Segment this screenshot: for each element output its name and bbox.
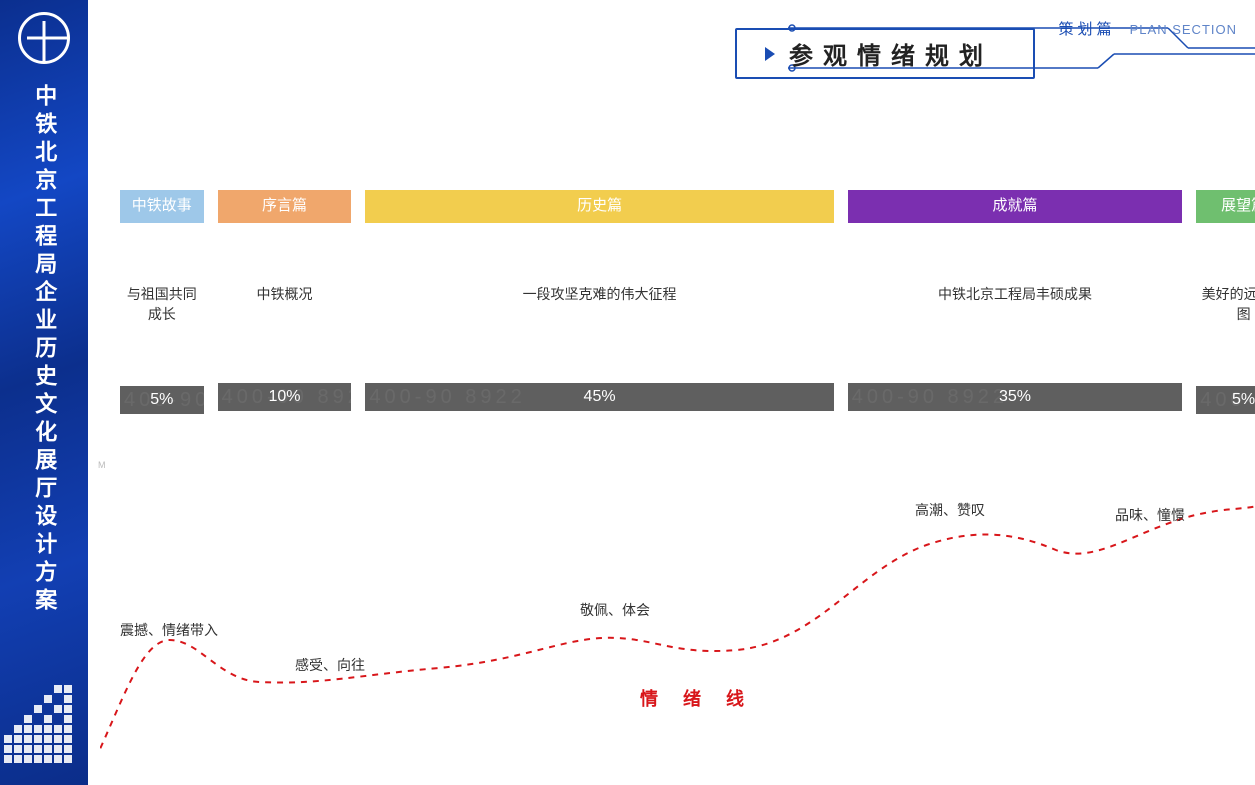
corner-cn: 策划篇 [1058,21,1115,38]
watermark-m: M [98,460,106,470]
percent-bar: 5% [120,386,204,414]
percent-value: 35% [999,388,1031,405]
section-column: 序言篇中铁概况 10% [218,190,352,414]
section-column: 展望篇美好的远景蓝图 5% [1196,190,1255,414]
section-column: 成就篇中铁北京工程局丰硕成果 35% [848,190,1183,414]
emotion-label: 震撼、情绪带入 [120,620,218,640]
section-subtitle: 中铁北京工程局丰硕成果 [938,285,1092,321]
section-column: 历史篇一段攻坚克难的伟大征程 45% [365,190,833,414]
section-subtitle: 与祖国共同成长 [127,285,197,324]
emotion-curve-path [100,505,1255,770]
emotion-label: 品味、憧憬 [1115,505,1185,525]
section-badge: 成就篇 [848,190,1183,223]
header-corner-label: 策划篇 PLAN SECTION [1058,18,1237,39]
sidebar-title: 中铁北京工程局企业历史文化展厅设计方案 [31,84,57,616]
creg-logo-icon [18,12,70,64]
emotion-label: 高潮、赞叹 [915,500,985,520]
sections-area: 中铁故事与祖国共同成长 5% 序言篇中铁概况 10% 历史篇一段攻坚克难的伟大征程 45%… [120,190,1235,414]
percent-bar: 35% [848,383,1183,411]
page-title: 参观情绪规划 [789,36,993,71]
emotion-label: 敬佩、体会 [580,600,650,620]
section-badge: 序言篇 [218,190,352,223]
percent-bar: 5% [1196,386,1255,414]
percent-bar: 45% [365,383,833,411]
section-badge: 中铁故事 [120,190,204,223]
section-column: 中铁故事与祖国共同成长 5% [120,190,204,414]
page-title-box: 参观情绪规划 [735,28,1035,79]
percent-bar: 10% [218,383,352,411]
percent-value: 5% [150,391,173,408]
section-badge: 展望篇 [1196,190,1255,223]
section-subtitle: 中铁概况 [257,285,313,321]
section-badge: 历史篇 [365,190,833,223]
left-sidebar: 中铁北京工程局企业历史文化展厅设计方案 [0,0,88,785]
section-subtitle: 美好的远景蓝图 [1196,285,1255,324]
percent-value: 5% [1232,391,1255,408]
corner-en: PLAN SECTION [1130,22,1237,37]
emotion-label: 感受、向往 [295,655,365,675]
percent-value: 45% [584,388,616,405]
percent-value: 10% [269,388,301,405]
page-header: 策划篇 PLAN SECTION 参观情绪规划 [88,0,1255,80]
emotion-curve-svg [100,470,1255,780]
triangle-icon [765,47,775,61]
emotion-line-area: 震撼、情绪带入感受、向往 敬佩、体会 高潮、赞叹 品味、憧憬 情 绪 线 [100,470,1255,780]
section-subtitle: 一段攻坚克难的伟大征程 [523,285,677,321]
pixel-decoration-icon [4,685,84,775]
emotion-title: 情 绪 线 [640,685,754,711]
